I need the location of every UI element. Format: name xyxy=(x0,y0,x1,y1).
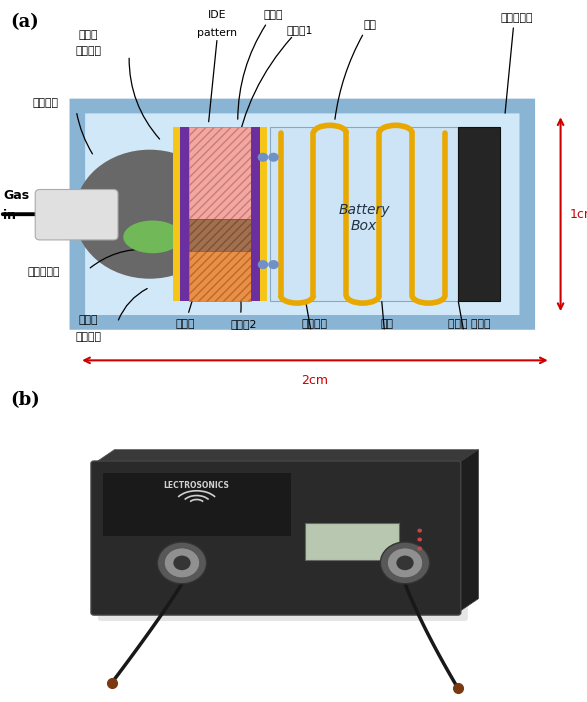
Bar xyxy=(180,127,189,301)
Circle shape xyxy=(396,555,414,570)
Circle shape xyxy=(417,529,422,533)
FancyBboxPatch shape xyxy=(85,114,519,315)
Text: 열전도센서: 열전도센서 xyxy=(28,267,60,277)
Bar xyxy=(173,127,180,301)
Text: (a): (a) xyxy=(11,13,39,31)
Text: pattern: pattern xyxy=(197,28,237,38)
Text: 멤브레인: 멤브레인 xyxy=(33,98,59,108)
Bar xyxy=(458,127,500,301)
Circle shape xyxy=(157,542,207,584)
Text: 가스센서: 가스센서 xyxy=(75,46,101,56)
Text: 2cm: 2cm xyxy=(302,374,328,388)
Bar xyxy=(48,200,110,230)
Bar xyxy=(189,127,251,301)
Circle shape xyxy=(75,150,225,279)
Polygon shape xyxy=(458,449,478,613)
Bar xyxy=(189,127,251,227)
FancyBboxPatch shape xyxy=(79,108,525,320)
Text: 스위칔2: 스위칔2 xyxy=(231,319,257,329)
Text: 무선전송기: 무선전송기 xyxy=(500,13,533,22)
Circle shape xyxy=(258,153,268,161)
Text: 스위치1: 스위치1 xyxy=(286,25,312,35)
Bar xyxy=(260,127,267,301)
Circle shape xyxy=(417,546,422,550)
Bar xyxy=(189,127,251,301)
Bar xyxy=(305,523,399,560)
Circle shape xyxy=(387,548,423,578)
Bar xyxy=(189,219,251,251)
Text: Gas: Gas xyxy=(3,189,29,202)
FancyBboxPatch shape xyxy=(98,467,468,621)
Circle shape xyxy=(164,548,200,578)
Text: 배선: 배선 xyxy=(363,20,376,30)
Text: (b): (b) xyxy=(11,392,41,409)
Bar xyxy=(103,473,291,536)
Text: Battery
Box: Battery Box xyxy=(338,203,390,233)
Circle shape xyxy=(268,153,279,161)
Text: 가스센서: 가스센서 xyxy=(75,331,101,342)
Circle shape xyxy=(380,542,430,584)
Text: 온도센서: 온도센서 xyxy=(301,319,327,329)
Polygon shape xyxy=(94,449,478,463)
FancyBboxPatch shape xyxy=(35,190,118,240)
Text: LECTROSONICS: LECTROSONICS xyxy=(164,482,230,491)
Circle shape xyxy=(268,260,279,269)
Circle shape xyxy=(173,555,191,570)
Text: 배선: 배선 xyxy=(381,319,394,329)
Text: in: in xyxy=(3,209,16,223)
Bar xyxy=(189,127,251,227)
Circle shape xyxy=(417,538,422,541)
Text: 정류기: 정류기 xyxy=(263,10,283,20)
Text: 가열체: 가열체 xyxy=(175,319,195,329)
Bar xyxy=(189,219,251,251)
Text: 1cm: 1cm xyxy=(569,208,587,220)
Circle shape xyxy=(258,260,268,269)
Bar xyxy=(270,127,458,301)
Text: 환원성: 환원성 xyxy=(78,315,98,325)
Ellipse shape xyxy=(123,220,182,253)
FancyBboxPatch shape xyxy=(91,461,461,615)
Bar xyxy=(251,127,260,301)
Text: 코일형 안테나: 코일형 안테나 xyxy=(448,319,491,329)
Text: IDE: IDE xyxy=(208,10,227,20)
Text: 산화성: 산화성 xyxy=(78,30,98,40)
